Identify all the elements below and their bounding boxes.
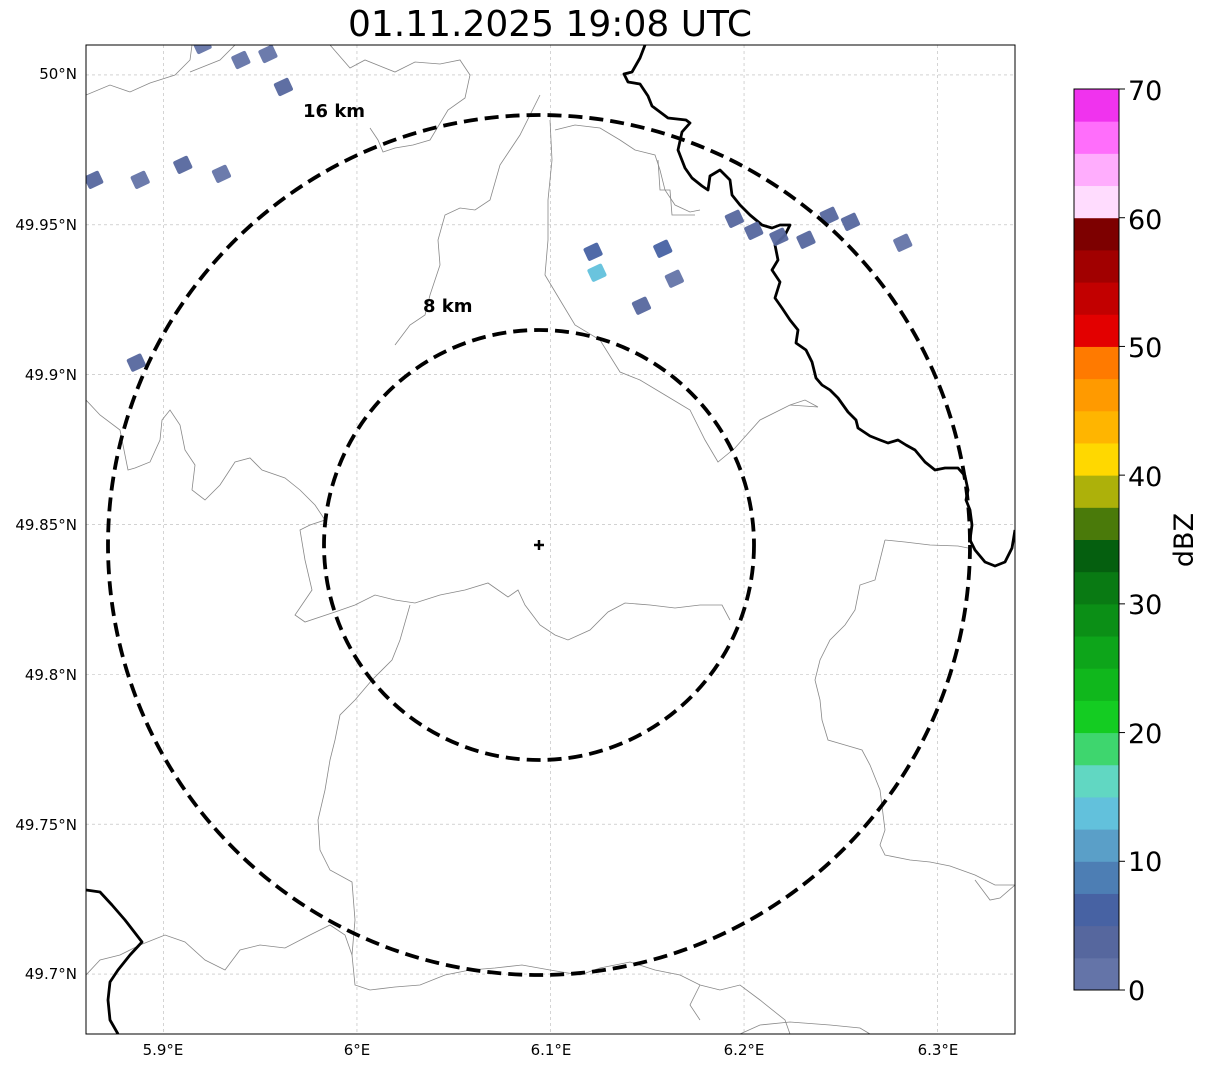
echo-cell	[769, 227, 789, 246]
colorbar-segment	[1074, 764, 1119, 798]
colorbar-segment	[1074, 282, 1119, 315]
colorbar-segment	[1074, 861, 1119, 894]
lat-tick-label: 49.7°N	[25, 965, 77, 983]
map-frame	[85, 44, 1016, 1035]
colorbar-segment	[1074, 796, 1119, 830]
colorbar-ticks: 0 10 20 30 40 50 60 70	[1128, 76, 1162, 1007]
echo-cell	[192, 45, 212, 55]
echo-cell	[173, 155, 193, 174]
lon-tick-label: 6.3°E	[918, 1041, 959, 1059]
lat-tick-label: 49.75°N	[15, 816, 77, 834]
lat-tick-label: 49.95°N	[15, 216, 77, 234]
colorbar-segment	[1074, 636, 1119, 669]
latitude-labels: 50°N 49.95°N 49.9°N 49.85°N 49.8°N 49.75…	[15, 65, 77, 983]
colorbar-tick-label: 40	[1128, 462, 1162, 493]
colorbar-segment	[1074, 668, 1119, 701]
range-ring-label-8km: 8 km	[423, 296, 473, 317]
echo-cell	[130, 170, 150, 189]
colorbar-segment	[1074, 314, 1119, 347]
colorbar-segment	[1074, 700, 1119, 734]
colorbar-segment	[1074, 410, 1119, 444]
echo-cell	[631, 296, 652, 315]
echo-cell	[583, 242, 603, 261]
echo-cell	[587, 263, 607, 282]
colorbar-segment	[1074, 89, 1119, 122]
echo-cell	[231, 50, 251, 70]
radar-site-marker	[534, 540, 544, 550]
colorbar-segment	[1074, 346, 1119, 380]
colorbar-label: dBZ	[1169, 513, 1200, 567]
colorbar-segment	[1074, 475, 1119, 508]
colorbar-segment	[1074, 893, 1119, 927]
colorbar-segment	[1074, 925, 1119, 959]
colorbar-segment	[1074, 153, 1119, 187]
colorbar-segment	[1074, 957, 1119, 991]
colorbar-segment	[1074, 829, 1119, 862]
range-ring-8km	[322, 328, 756, 762]
echo-cell	[653, 239, 673, 258]
colorbar-segment	[1074, 217, 1119, 251]
range-ring-label-16km: 16 km	[303, 101, 365, 122]
colorbar-tick-label: 70	[1128, 76, 1162, 107]
range-ring-16km	[106, 113, 972, 977]
echo-cell	[893, 233, 913, 252]
colorbar-tick-label: 60	[1128, 205, 1162, 236]
lat-tick-label: 49.9°N	[25, 366, 77, 384]
echo-cell	[273, 77, 293, 97]
colorbar-segment	[1074, 507, 1119, 540]
colorbar-segment	[1074, 378, 1119, 412]
echo-cell	[211, 164, 232, 183]
colorbar-segment	[1074, 121, 1119, 154]
colorbar	[1074, 88, 1125, 991]
lon-tick-label: 6.1°E	[531, 1041, 572, 1059]
echo-cell	[258, 45, 278, 64]
range-rings	[106, 113, 972, 977]
colorbar-tick-label: 30	[1128, 590, 1162, 621]
echo-cell	[796, 230, 816, 249]
colorbar-tick-label: 10	[1128, 847, 1162, 878]
lon-tick-label: 6.2°E	[724, 1041, 765, 1059]
echo-cell	[840, 212, 861, 231]
echo-cell	[126, 353, 146, 372]
lon-tick-label: 6°E	[344, 1041, 371, 1059]
colorbar-tick-label: 0	[1128, 976, 1145, 1007]
graticule	[86, 45, 1015, 1034]
radar-echoes	[86, 45, 913, 372]
colorbar-frame	[1073, 88, 1120, 991]
echo-cell	[664, 269, 684, 288]
lon-tick-label: 5.9°E	[143, 1041, 184, 1059]
lat-tick-label: 49.85°N	[15, 516, 77, 534]
lat-tick-label: 49.8°N	[25, 666, 77, 684]
colorbar-tick-label: 20	[1128, 719, 1162, 750]
colorbar-segment	[1074, 732, 1119, 766]
longitude-labels: 5.9°E 6°E 6.1°E 6.2°E 6.3°E	[143, 1041, 959, 1059]
admin-boundaries	[86, 45, 1015, 1034]
colorbar-segment	[1074, 571, 1119, 605]
colorbar-segment	[1074, 185, 1119, 219]
colorbar-segment	[1074, 539, 1119, 573]
echo-cell	[86, 170, 104, 189]
colorbar-tick-label: 50	[1128, 333, 1162, 364]
lat-tick-label: 50°N	[39, 65, 77, 83]
colorbar-segment	[1074, 603, 1119, 637]
colorbar-segment	[1074, 249, 1119, 283]
echo-cell	[744, 221, 764, 240]
map-title: 01.11.2025 19:08 UTC	[347, 4, 753, 45]
colorbar-segment	[1074, 442, 1119, 476]
echo-cell	[724, 209, 744, 228]
